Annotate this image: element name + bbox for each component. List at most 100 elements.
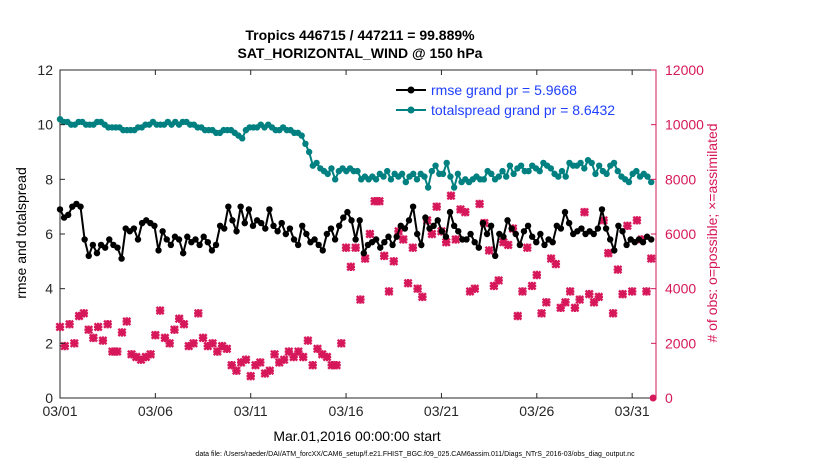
obs-assimilated-point — [570, 303, 580, 313]
rmse-point — [385, 233, 392, 240]
rmse-point — [335, 222, 343, 229]
legend-rmse-label: rmse grand pr = 5.9668 — [431, 82, 577, 98]
obs-assimilated-point — [169, 325, 179, 335]
y-tick-label: 2 — [45, 335, 53, 351]
totalspread-point — [302, 140, 309, 147]
totalspread-point — [488, 170, 495, 178]
rmse-point — [590, 230, 597, 238]
obs-assimilated-point — [155, 306, 165, 315]
totalspread-point — [421, 173, 428, 180]
rmse-point — [475, 244, 482, 251]
obs-assimilated-point — [384, 286, 394, 296]
obs-assimilated-point — [270, 349, 280, 359]
totalspread-point — [503, 173, 510, 180]
rmse-point — [578, 225, 585, 232]
obs-assimilated-point — [584, 289, 594, 299]
totalspread-point — [581, 165, 588, 172]
rmse-point — [557, 225, 565, 232]
obs-assimilated-point — [446, 191, 456, 201]
totalspread-point — [398, 170, 406, 178]
obs-assimilated-point — [55, 322, 65, 332]
obs-assimilated-point — [546, 254, 556, 264]
totalspread-point — [402, 178, 410, 186]
rmse-point — [319, 247, 326, 254]
rmse-point — [602, 225, 610, 232]
obs-assimilated-point — [98, 336, 108, 346]
obs-assimilated-point — [165, 338, 175, 348]
rmse-point — [450, 222, 458, 229]
rmse-point — [520, 228, 528, 235]
obs-assimilated-point — [265, 366, 275, 376]
obs-assimilated-point — [150, 330, 160, 340]
rmse-point — [270, 222, 277, 229]
y2-tick-label: 12000 — [665, 62, 704, 78]
rmse-point — [229, 217, 236, 224]
rmse-point — [565, 219, 573, 227]
totalspread-point — [439, 170, 447, 178]
y2-tick-label: 0 — [665, 390, 673, 406]
totalspread-point — [331, 176, 339, 183]
rmse-point — [500, 233, 507, 240]
obs-assimilated-point — [580, 207, 589, 217]
rmse-point — [221, 225, 228, 232]
obs-assimilated-point — [251, 360, 260, 370]
totalspread-point — [443, 159, 450, 167]
totalspread-point — [372, 176, 380, 183]
rmse-series — [56, 200, 655, 262]
totalspread-point — [380, 173, 387, 180]
y2-tick-label: 2000 — [665, 335, 696, 351]
footnote: data file: /Users/raeder/DAI/ATM_forcXX/… — [195, 451, 635, 458]
rmse-point — [249, 222, 257, 229]
y-axis-label: rmse and totalspread — [13, 167, 29, 299]
obs-assimilated-point — [107, 347, 117, 356]
obs-assimilated-point — [632, 215, 642, 225]
totalspread-point — [495, 173, 502, 180]
rmse-point — [93, 249, 101, 257]
rmse-point — [274, 228, 281, 235]
obs-assimilated-point — [260, 368, 270, 378]
rmse-point — [549, 239, 556, 246]
y-tick-label: 6 — [45, 226, 53, 242]
obs-assimilated-point — [88, 333, 98, 343]
rmse-point — [130, 225, 138, 232]
obs-assimilated-point — [370, 196, 380, 206]
legend-totalspread-label: totalspread grand pr = 8.6432 — [431, 102, 615, 118]
y-tick-label: 8 — [45, 171, 53, 187]
rmse-point — [184, 233, 191, 240]
rmse-point — [483, 230, 491, 238]
obs-assimilated-point — [613, 265, 623, 274]
rmse-point — [134, 236, 142, 243]
rmse-point — [356, 217, 363, 224]
obs-assimilated-point — [541, 297, 551, 307]
obs-assimilated-point — [217, 341, 227, 351]
rmse-point — [323, 230, 331, 238]
rmse-point — [192, 236, 199, 243]
obs-assimilated-point — [236, 358, 246, 367]
totalspread-point — [648, 178, 655, 186]
rmse-point — [446, 208, 454, 216]
rmse-point — [85, 252, 92, 260]
obs-assimilated-point — [427, 229, 437, 239]
rmse-point — [151, 222, 158, 229]
obs-assimilated-point — [513, 311, 523, 321]
obs-assimilated-point — [212, 347, 222, 356]
rmse-point — [516, 241, 524, 249]
obs-assimilated-point — [494, 276, 504, 285]
rmse-point — [155, 247, 162, 254]
rmse-point — [512, 230, 519, 238]
obs-assimilated-point — [618, 289, 628, 299]
obs-assimilated-point — [322, 352, 332, 362]
obs-assimilated-point — [69, 338, 79, 348]
rmse-point — [118, 255, 125, 262]
obs-assimilated-point — [355, 295, 365, 305]
rmse-point — [598, 206, 606, 213]
obs-assimilated-point — [456, 204, 465, 214]
obs-assimilated-point — [432, 202, 442, 212]
x-axis-label: Mar.01,2016 00:00:00 start — [273, 428, 440, 444]
totalspread-point — [450, 184, 458, 191]
rmse-point — [65, 211, 72, 219]
y2-tick-label: 4000 — [665, 281, 696, 297]
y-tick-label: 12 — [37, 62, 53, 78]
obs-assimilated-point — [365, 229, 375, 239]
